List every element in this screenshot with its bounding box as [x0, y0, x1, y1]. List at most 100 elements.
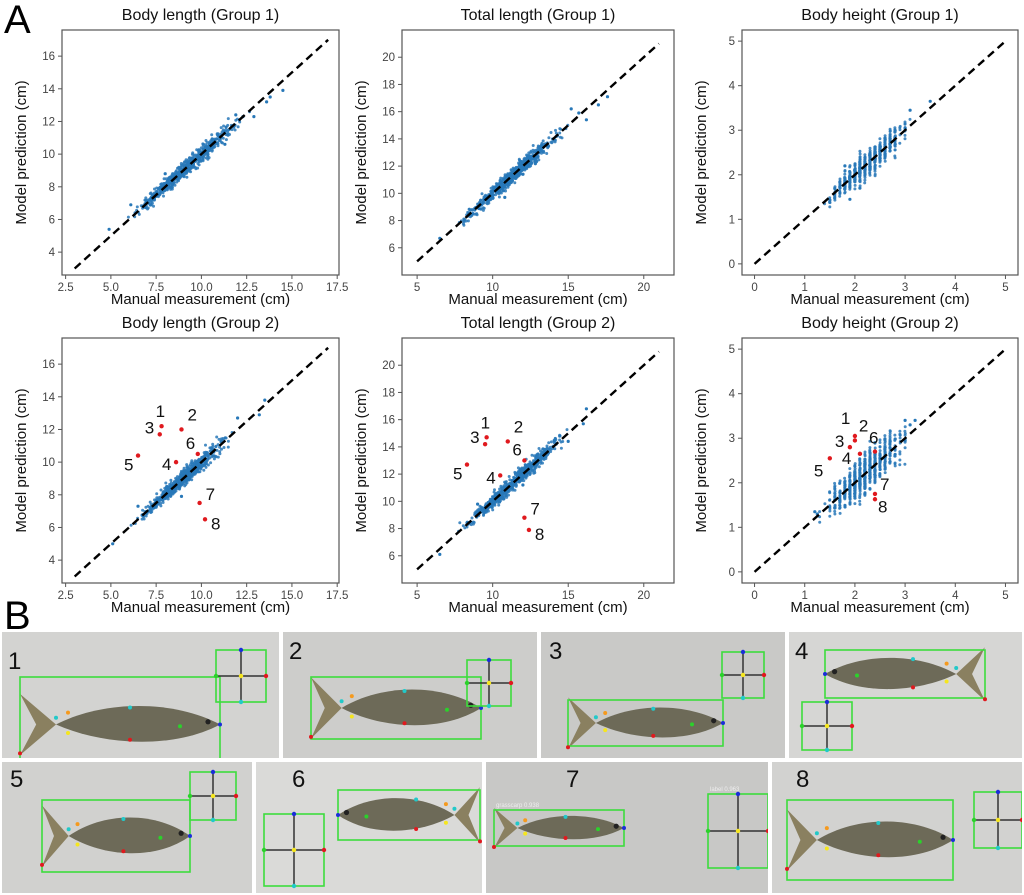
marker-keypoint [291, 883, 297, 889]
data-point [541, 139, 545, 143]
data-point [596, 103, 600, 107]
keypoint [911, 685, 915, 690]
data-point [868, 487, 872, 490]
data-point [174, 170, 178, 174]
data-point [553, 447, 557, 451]
y-tick-label: 8 [49, 490, 55, 502]
data-point [561, 440, 565, 443]
chart-title: Body length (Group 2) [122, 315, 279, 332]
data-point [178, 170, 181, 174]
y-tick-label: 14 [382, 442, 395, 454]
data-point [531, 148, 535, 152]
data-point [149, 191, 153, 195]
keypoint [75, 822, 80, 827]
data-point [838, 511, 842, 515]
data-point [491, 192, 495, 196]
data-point [539, 449, 542, 453]
keypoint [128, 737, 132, 742]
data-point [234, 118, 238, 122]
fish-icon [20, 693, 220, 756]
y-tick-label: 4 [49, 555, 56, 567]
x-tick-label: 4 [952, 282, 959, 294]
data-point [525, 474, 529, 478]
data-point [510, 168, 514, 172]
keypoint [951, 838, 955, 842]
data-point [257, 413, 261, 417]
fish-tail [454, 787, 480, 843]
keypoint [336, 813, 340, 817]
data-point [221, 437, 225, 440]
x-tick-label: 17.5 [326, 590, 348, 602]
data-point [833, 495, 837, 498]
data-point [498, 499, 502, 503]
data-point [868, 475, 872, 479]
data-point [188, 463, 192, 467]
marker-keypoint [213, 673, 219, 679]
data-point [873, 441, 877, 444]
marker-keypoint [486, 657, 492, 663]
data-point [497, 192, 501, 196]
fish-icon [494, 807, 624, 849]
keypoint [983, 697, 987, 702]
data-point [111, 542, 115, 546]
chart-body-length-group2: Body length (Group 2) 2.5 5.0 7.5 10.0 12.5 15… [0, 308, 348, 616]
data-point [148, 203, 152, 207]
keypoint [121, 849, 126, 854]
data-point [539, 453, 543, 457]
fish-tail [956, 647, 985, 701]
data-point [883, 434, 887, 438]
marker-keypoint [799, 723, 805, 729]
data-point [530, 453, 534, 457]
data-point [486, 509, 490, 513]
keypoint [651, 733, 656, 738]
data-point [883, 136, 887, 140]
data-point [833, 484, 837, 488]
data-point [863, 479, 867, 483]
data-point [903, 429, 907, 433]
x-tick-label: 12.5 [235, 590, 257, 602]
data-point [828, 205, 832, 209]
data-point [164, 177, 168, 181]
data-point [263, 398, 267, 402]
data-point [863, 176, 867, 179]
x-tick-label: 7.5 [148, 282, 164, 294]
data-point [155, 492, 159, 496]
data-point [224, 125, 228, 129]
data-point [196, 166, 200, 170]
outlier-point-2 [852, 438, 858, 443]
data-point [506, 172, 510, 176]
y-tick-label: 16 [382, 415, 395, 427]
data-point [558, 131, 562, 135]
outlier-point-5 [827, 456, 833, 461]
data-point [858, 160, 862, 164]
x-tick-label: 15 [562, 282, 575, 294]
data-point [903, 433, 907, 437]
keypoint [40, 862, 44, 867]
data-point [470, 516, 474, 520]
data-point [188, 156, 192, 160]
data-point [522, 479, 526, 483]
data-point [202, 468, 206, 472]
data-point [480, 192, 484, 196]
data-point [501, 494, 505, 498]
data-point [196, 148, 200, 152]
outlier-label-4: 4 [842, 449, 851, 468]
data-point [515, 175, 519, 179]
data-point [233, 128, 237, 132]
y-tick-label: 2 [729, 478, 735, 490]
outlier-label-6: 6 [869, 429, 878, 448]
data-point [883, 438, 887, 442]
outlier-label-7: 7 [880, 475, 889, 494]
data-point [554, 128, 557, 132]
data-point [492, 490, 496, 494]
data-point [204, 460, 208, 464]
marker-keypoint [210, 793, 216, 799]
data-point [191, 156, 195, 160]
marker-keypoint [740, 672, 746, 678]
outlier-label-8: 8 [878, 497, 887, 516]
data-point [858, 157, 862, 161]
data-point [165, 181, 169, 185]
data-point [883, 159, 887, 163]
data-point [506, 185, 510, 189]
data-point [868, 146, 872, 150]
